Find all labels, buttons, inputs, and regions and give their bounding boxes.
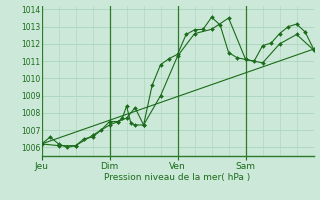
X-axis label: Pression niveau de la mer( hPa ): Pression niveau de la mer( hPa ) [104,173,251,182]
